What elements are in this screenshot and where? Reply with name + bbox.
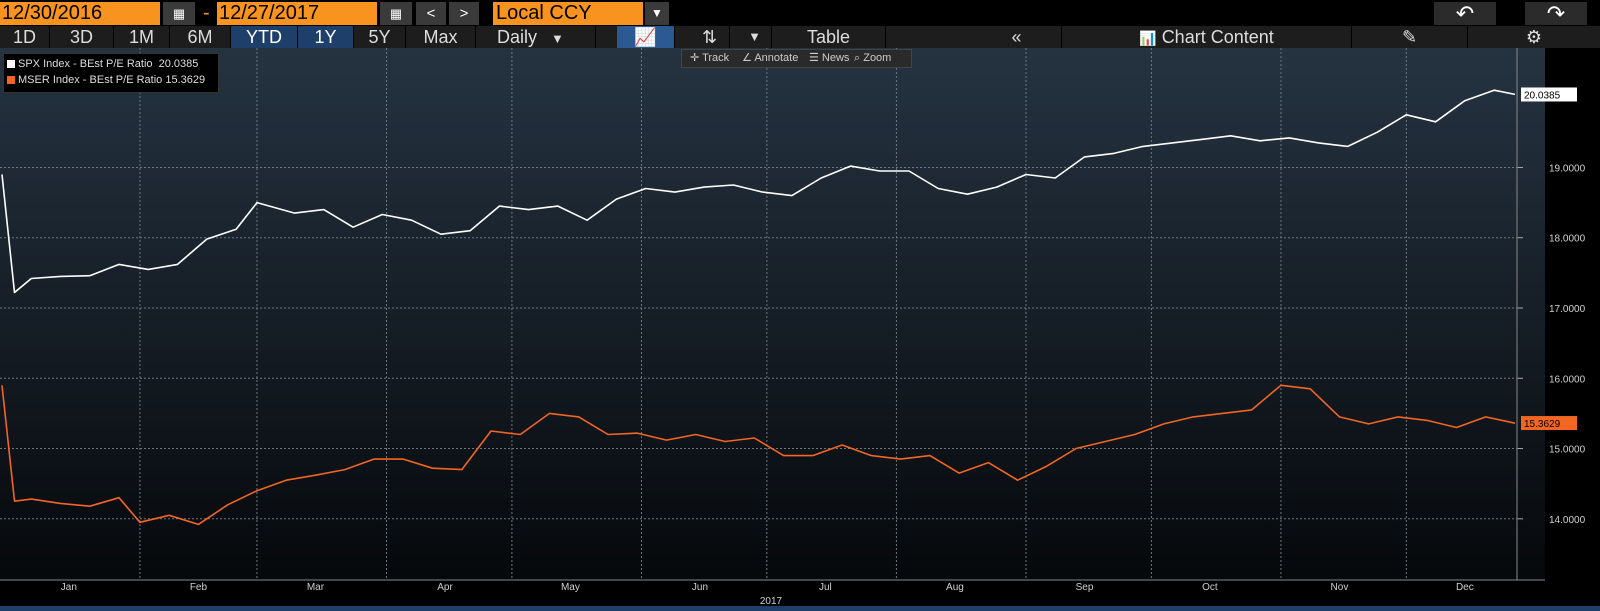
- x-tick-label: Feb: [190, 582, 208, 593]
- x-tick-label: Oct: [1202, 582, 1218, 593]
- y-tick-label: 16.0000: [1549, 374, 1586, 385]
- redo-icon[interactable]: ↷: [1525, 2, 1587, 25]
- y-tick-label: 15.0000: [1549, 445, 1586, 456]
- last-value-label-0: 20.0385: [1524, 90, 1561, 101]
- x-tick-label: Jan: [61, 582, 77, 593]
- zoom-label: Zoom: [863, 52, 892, 64]
- edit-icon[interactable]: ✎: [1352, 26, 1468, 48]
- y-tick-label: 14.0000: [1549, 515, 1586, 526]
- x-tick-label: Sep: [1076, 582, 1094, 593]
- news-label: News: [821, 52, 850, 64]
- top-toolbar: 12/30/2016 ▦ - 12/27/2017 ▦ < > Local CC…: [0, 0, 1600, 26]
- y-tick-label: 19.0000: [1549, 163, 1586, 174]
- track-button[interactable]: ✛ Track: [690, 52, 730, 64]
- bottom-strip: [0, 606, 1600, 611]
- legend-swatch-spx: [7, 60, 15, 68]
- currency-dropdown-icon[interactable]: ▼: [645, 2, 669, 25]
- last-value-badge-bg-0: [1521, 87, 1577, 102]
- undo-icon[interactable]: ↶: [1434, 2, 1496, 25]
- collapse-icon[interactable]: «: [972, 26, 1062, 48]
- y-axis-panel: [1545, 48, 1600, 580]
- settings-gear-icon[interactable]: ⚙: [1525, 27, 1543, 47]
- y-tick-label: 17.0000: [1549, 304, 1586, 315]
- news-button[interactable]: ☰ News: [809, 52, 850, 64]
- period-toolbar: 1D 3D 1M 6M YTD 1Y 5Y Max Daily ▼ 📈 ⇅ ▼ …: [0, 26, 1600, 48]
- chart-tools-icon[interactable]: ⇅: [690, 26, 730, 48]
- legend-label-spx: SPX Index - BEst P/E Ratio: [18, 58, 153, 70]
- chart-content-button[interactable]: 📊 Chart Content: [1062, 26, 1352, 48]
- x-tick-label: Dec: [1456, 582, 1474, 593]
- period-5y[interactable]: 5Y: [354, 26, 406, 48]
- start-calendar-icon[interactable]: ▦: [163, 2, 195, 25]
- chart-legend: SPX Index - BEst P/E Ratio 20.0385 MSER …: [3, 53, 219, 93]
- chart-content-label: Chart Content: [1161, 27, 1274, 47]
- x-tick-label: Aug: [946, 582, 964, 593]
- zoom-button[interactable]: ⌕ Zoom: [854, 52, 892, 64]
- legend-value-spx: 20.0385: [158, 58, 199, 70]
- x-tick-label: Apr: [437, 582, 453, 593]
- period-ytd[interactable]: YTD: [231, 26, 298, 48]
- x-axis-year-label: 2017: [760, 596, 783, 607]
- end-calendar-icon[interactable]: ▦: [380, 2, 412, 25]
- start-date-field[interactable]: 12/30/2016: [0, 2, 160, 25]
- period-6m[interactable]: 6M: [170, 26, 231, 48]
- series-line-0: [1, 89, 1516, 294]
- period-1m[interactable]: 1M: [114, 26, 170, 48]
- legend-label-mser: MSER Index - BEst P/E Ratio: [18, 74, 163, 86]
- line-chart-icon[interactable]: 📈: [617, 26, 675, 48]
- y-tick-label: 18.0000: [1549, 234, 1586, 245]
- legend-swatch-mser: [7, 76, 15, 84]
- annotate-button[interactable]: ∠ Annotate: [742, 52, 799, 64]
- period-3d[interactable]: 3D: [50, 26, 114, 48]
- legend-value-mser: 15.3629: [165, 74, 206, 86]
- last-value-badge-bg-1: [1521, 416, 1577, 431]
- x-tick-label: Mar: [307, 582, 325, 593]
- annotate-label: Annotate: [754, 52, 799, 64]
- next-button[interactable]: >: [449, 2, 479, 25]
- period-1d[interactable]: 1D: [0, 26, 50, 48]
- frequency-dropdown-icon: ▼: [551, 31, 564, 46]
- legend-entry-mser[interactable]: MSER Index - BEst P/E Ratio 15.3629: [7, 72, 205, 88]
- chart-subtoolbar: ✛ Track ∠ Annotate ☰ News ⌕ Zoom: [681, 49, 912, 68]
- legend-entry-spx[interactable]: SPX Index - BEst P/E Ratio 20.0385: [7, 56, 198, 72]
- period-1y[interactable]: 1Y: [298, 26, 354, 48]
- end-date-field[interactable]: 12/27/2017: [217, 2, 377, 25]
- period-max[interactable]: Max: [406, 26, 476, 48]
- chart-content-icon: 📊: [1139, 30, 1157, 46]
- date-separator: -: [203, 2, 210, 24]
- x-tick-label: Jul: [819, 582, 832, 593]
- x-tick-label: May: [561, 582, 580, 593]
- chart-tools-dropdown-icon[interactable]: ▼: [738, 26, 772, 48]
- track-label: Track: [702, 52, 730, 64]
- x-tick-label: Nov: [1331, 582, 1349, 593]
- currency-select[interactable]: Local CCY: [493, 2, 643, 25]
- last-value-label-1: 15.3629: [1524, 419, 1561, 430]
- prev-button[interactable]: <: [416, 2, 446, 25]
- x-tick-label: Jun: [692, 582, 708, 593]
- table-button[interactable]: Table: [772, 26, 886, 48]
- frequency-select[interactable]: Daily ▼: [476, 26, 596, 48]
- series-line-1: [1, 384, 1516, 526]
- frequency-label: Daily: [497, 27, 538, 47]
